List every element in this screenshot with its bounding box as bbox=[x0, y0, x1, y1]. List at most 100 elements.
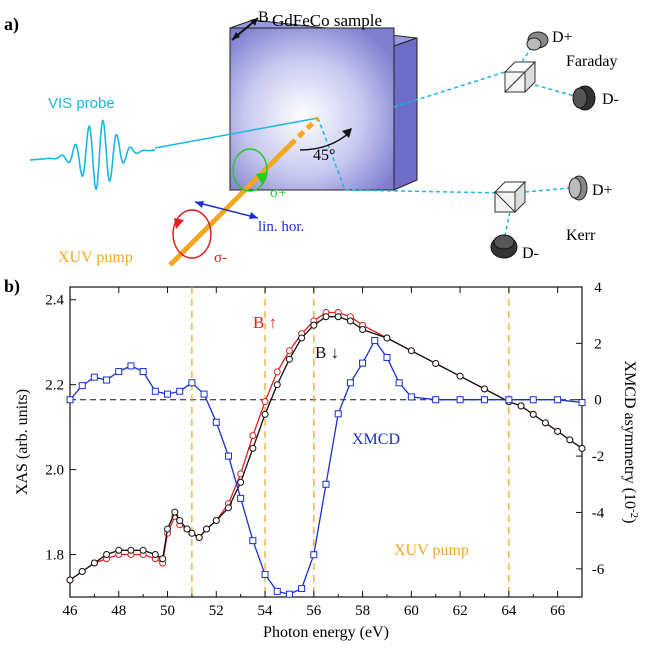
y-axis-label: XAS (arb. units) bbox=[14, 389, 31, 495]
xas-point bbox=[432, 359, 440, 367]
xmcd-point bbox=[285, 590, 293, 598]
xmcd-point bbox=[456, 396, 464, 404]
y-tick-label: 2.0 bbox=[45, 463, 64, 479]
xmcd-point bbox=[261, 570, 269, 578]
y2-tick-label: -2 bbox=[592, 449, 605, 465]
xmcd-point bbox=[334, 410, 342, 418]
gdfeco-sample bbox=[229, 19, 418, 191]
xas-point bbox=[407, 347, 415, 355]
sample-label: GdFeCo sample bbox=[272, 11, 382, 30]
xas-point bbox=[203, 525, 211, 533]
xas-point bbox=[159, 555, 167, 563]
xmcd-point bbox=[176, 387, 184, 395]
xmcd-point bbox=[407, 393, 415, 401]
b-up-label: B ↑ bbox=[253, 313, 277, 332]
y2-tick-label: -6 bbox=[592, 562, 605, 578]
xas-point bbox=[66, 576, 74, 584]
xas-plot: 46 48 50 52 54 56 58 60 62 64 66 1.8 2.0 2.2 2.4 -6 -4 -2… bbox=[14, 280, 640, 641]
x-tick-label: 46 bbox=[63, 603, 79, 619]
xas-point bbox=[261, 410, 269, 418]
xas-point bbox=[127, 546, 135, 554]
xas-point bbox=[90, 559, 98, 567]
y-tick-label: 2.2 bbox=[45, 378, 64, 394]
xmcd-point bbox=[505, 396, 513, 404]
xuv-pump-beam-dashed bbox=[288, 116, 320, 147]
xas-point bbox=[212, 517, 220, 525]
xuv-pump-beam bbox=[168, 143, 292, 267]
xuv-pump-label: XUV pump bbox=[58, 249, 133, 266]
panel-a: a) B GdFeCo sample VIS probe bbox=[4, 9, 619, 267]
xmcd-point bbox=[139, 368, 147, 376]
x-tick-label: 58 bbox=[355, 603, 370, 619]
xas-point bbox=[103, 551, 111, 559]
xas-point bbox=[183, 525, 191, 533]
kerr-dplus-detector bbox=[568, 175, 588, 201]
xmcd-point bbox=[298, 585, 306, 593]
faraday-dplus-detector bbox=[526, 31, 549, 51]
vis-probe-label: VIS probe bbox=[48, 95, 115, 112]
kerr-beam-2 bbox=[344, 189, 506, 194]
xas-point bbox=[164, 525, 172, 533]
xas-point bbox=[334, 313, 342, 321]
xas-point bbox=[529, 410, 537, 418]
xas-point bbox=[237, 478, 245, 486]
xmcd-point bbox=[310, 551, 318, 559]
faraday-label: Faraday bbox=[566, 53, 618, 70]
xas-point bbox=[261, 398, 269, 406]
faraday-to-dplus bbox=[521, 41, 536, 63]
xmcd-point bbox=[432, 396, 440, 404]
angle-label: 45° bbox=[313, 147, 335, 164]
x-tick-label: 66 bbox=[550, 603, 566, 619]
xmcd-point bbox=[346, 379, 354, 387]
xmcd-point bbox=[529, 396, 537, 404]
xas-point bbox=[554, 427, 562, 435]
y2-tick-label: 2 bbox=[594, 336, 602, 352]
xmcd-point bbox=[249, 537, 257, 545]
xas-point bbox=[195, 534, 203, 542]
x-tick-label: 56 bbox=[306, 603, 322, 619]
kerr-dminus-label: D- bbox=[522, 245, 539, 262]
b-field-arrow bbox=[231, 17, 259, 41]
xmcd-point bbox=[127, 362, 135, 370]
b-field-label: B bbox=[258, 9, 269, 26]
xas-point bbox=[273, 381, 281, 389]
kerr-label: Kerr bbox=[566, 227, 596, 244]
xmcd-point bbox=[359, 359, 367, 367]
x-tick-label: 50 bbox=[160, 603, 175, 619]
xmcd-point bbox=[103, 376, 111, 384]
x-tick-label: 52 bbox=[209, 603, 224, 619]
xas-point bbox=[139, 546, 147, 554]
faraday-beamsplitter bbox=[503, 60, 537, 94]
lin-hor-label: lin. hor. bbox=[258, 219, 304, 235]
xas-point bbox=[578, 444, 586, 452]
faraday-beam bbox=[393, 71, 506, 108]
xmcd-point bbox=[383, 353, 391, 361]
xas-point bbox=[383, 334, 391, 342]
y-tick-label: 1.8 bbox=[45, 548, 64, 564]
x-tick-label: 64 bbox=[501, 603, 517, 619]
xas-point bbox=[224, 504, 232, 512]
x-tick-label: 54 bbox=[258, 603, 274, 619]
xmcd-point bbox=[322, 480, 330, 488]
xmcd-point bbox=[273, 587, 281, 595]
xmcd-point bbox=[200, 390, 208, 398]
sigma-plus-label: σ+ bbox=[270, 185, 287, 201]
xmcd-point bbox=[66, 396, 74, 404]
xmcd-label: XMCD bbox=[352, 431, 400, 448]
xas-point bbox=[151, 551, 159, 559]
kerr-beamsplitter bbox=[493, 180, 527, 214]
xmcd-point bbox=[115, 368, 123, 376]
vis-probe-wavepacket bbox=[29, 119, 156, 191]
y2-tick-label: 0 bbox=[594, 393, 602, 409]
pump-label-plot: XUV pump bbox=[394, 542, 469, 559]
faraday-dplus-label: D+ bbox=[552, 29, 573, 46]
sigma-minus-ellipse bbox=[172, 209, 212, 259]
xmcd-point bbox=[578, 399, 586, 407]
xas-point bbox=[480, 385, 488, 393]
kerr-dplus-label: D+ bbox=[592, 182, 613, 199]
xas-point bbox=[249, 432, 257, 440]
xmcd-point bbox=[371, 337, 379, 345]
xmcd-point bbox=[212, 418, 220, 426]
xas-point bbox=[171, 508, 179, 516]
